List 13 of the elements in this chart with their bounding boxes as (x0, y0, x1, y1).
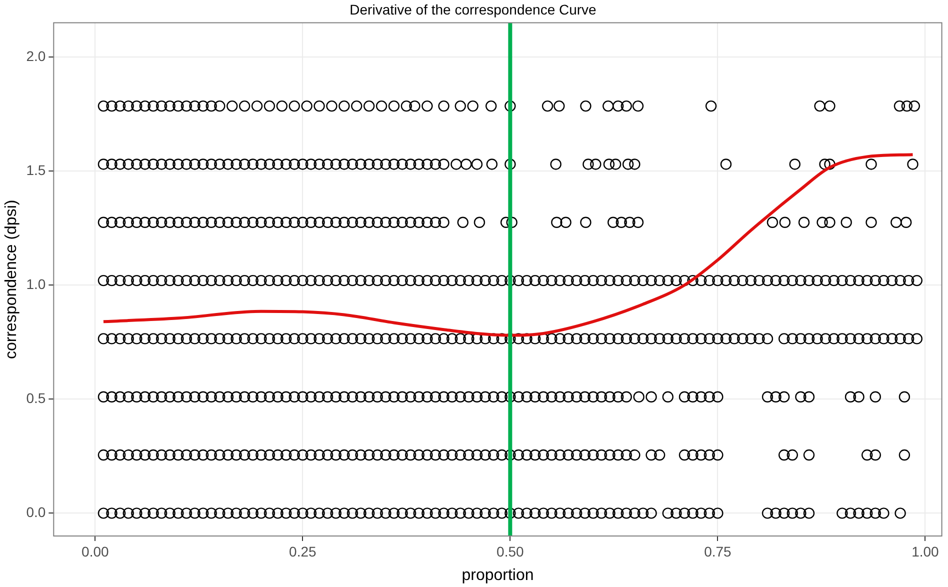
y-tick-label: 0.5 (26, 390, 46, 406)
x-tick-label: 0.25 (289, 543, 317, 560)
x-tick-label: 1.00 (912, 543, 940, 560)
y-tick-label: 0.0 (26, 504, 46, 520)
chart-title: Derivative of the correspondence Curve (350, 1, 597, 18)
x-axis-title: proportion (462, 566, 534, 584)
y-axis-title: correspondence (dpsi) (3, 200, 20, 359)
y-tick-label: 2.0 (26, 48, 46, 64)
x-tick-label: 0.00 (82, 543, 109, 560)
y-tick-label: 1.0 (26, 276, 46, 292)
x-tick-label: 0.75 (704, 543, 732, 560)
y-tick-label: 1.5 (26, 162, 46, 178)
x-tick-label: 0.50 (496, 543, 524, 560)
